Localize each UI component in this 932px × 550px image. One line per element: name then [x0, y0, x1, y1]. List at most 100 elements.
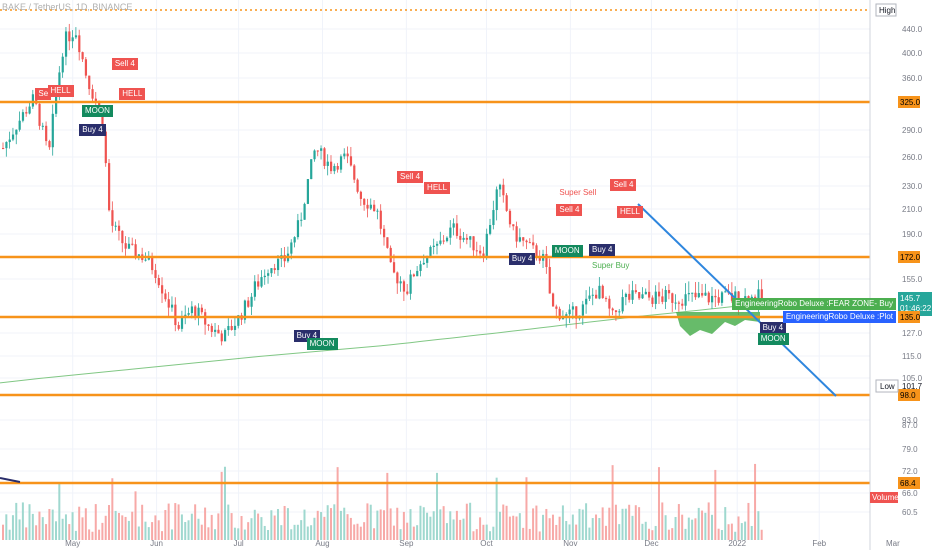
volume-bar: [624, 508, 627, 540]
candle-body: [568, 309, 571, 315]
candle-body: [710, 295, 714, 303]
volume-bar: [475, 529, 478, 540]
price-tick: 210.0: [902, 205, 923, 214]
candle-body: [260, 277, 263, 287]
candle-body: [170, 304, 174, 308]
volume-bar: [720, 530, 723, 540]
volume-bar: [217, 513, 220, 540]
candle-body: [459, 235, 462, 240]
volume-bar: [45, 524, 48, 540]
candle-body: [469, 236, 472, 240]
candle-body: [45, 125, 48, 142]
candle-body: [730, 293, 734, 301]
volume-bar: [369, 504, 372, 540]
candle-body: [604, 298, 608, 300]
volume-bar: [575, 524, 578, 540]
candle-body: [111, 210, 114, 226]
candle-body: [21, 112, 25, 121]
volume-bar: [604, 525, 607, 540]
candle-body: [485, 233, 488, 258]
candle-body: [343, 153, 346, 157]
volume-bar: [101, 522, 104, 540]
candle-body: [482, 253, 485, 258]
candle-body: [498, 184, 502, 190]
volume-bar: [151, 522, 154, 540]
volume-bar: [734, 531, 737, 540]
candle-body: [505, 195, 508, 211]
candle-body: [717, 297, 720, 303]
candle-body: [369, 204, 372, 209]
volume-bar: [402, 511, 405, 540]
candle-body: [124, 243, 127, 249]
candle-body: [386, 237, 389, 248]
signal-buy: Buy 4: [759, 321, 787, 334]
candle-body: [204, 312, 207, 325]
volume-bar: [717, 528, 720, 540]
candle-body: [349, 156, 353, 166]
candle-body: [555, 306, 558, 309]
time-tick: Mar: [886, 539, 900, 548]
volume-bar: [409, 509, 412, 540]
signal-super-sell: Super Sell: [559, 188, 597, 197]
candle-body: [631, 290, 634, 300]
volume-bar: [15, 502, 18, 540]
candle-body: [565, 314, 568, 318]
candle-body: [376, 210, 379, 212]
volume-bar: [561, 505, 564, 540]
candle-body: [250, 296, 253, 307]
price-tick: 87.0: [902, 421, 918, 430]
signal-sell: Sell 4: [397, 170, 424, 183]
candle-body: [495, 189, 498, 211]
volume-bar: [157, 520, 160, 540]
trendline-stub: [0, 477, 21, 483]
volume-bar: [303, 509, 306, 540]
candle-body: [91, 89, 94, 99]
candle-body: [61, 56, 64, 73]
volume-bar: [21, 502, 24, 540]
volume-bar: [455, 510, 458, 540]
candle-body: [429, 246, 432, 257]
last-price-tag: 145.7: [900, 294, 921, 303]
candle-body: [465, 237, 469, 240]
volume-bar: [204, 507, 207, 540]
candle-body: [81, 52, 84, 60]
price-tick: 400.0: [902, 49, 923, 58]
volume-bar: [479, 517, 482, 540]
time-tick: Nov: [563, 539, 577, 548]
candle-body: [293, 237, 296, 243]
volume-bar: [180, 514, 183, 540]
volume-bar: [35, 525, 38, 540]
time-tick: Jun: [150, 539, 163, 548]
volume-bar: [515, 516, 518, 540]
volume-bar: [542, 514, 545, 540]
candle-body: [346, 153, 349, 157]
candle-body: [84, 59, 88, 76]
volume-bar: [621, 508, 624, 540]
volume-bar: [293, 524, 296, 540]
candle-body: [174, 304, 177, 326]
volume-bar: [445, 523, 448, 540]
candle-body: [720, 292, 724, 303]
candle-body: [320, 148, 323, 151]
candle-body: [687, 293, 690, 295]
volume-bar: [230, 513, 233, 540]
candle-body: [595, 294, 598, 299]
candle-body: [164, 293, 167, 300]
volume-bar: [353, 524, 356, 540]
signal-buy: Buy 4: [79, 123, 106, 136]
volume-bar: [310, 525, 313, 540]
signal-sell: HELL: [616, 206, 643, 219]
volume-bar: [64, 514, 67, 540]
candle-body: [8, 139, 11, 143]
candle-body: [432, 245, 435, 247]
candle-body: [353, 165, 356, 180]
volume-bar: [267, 529, 270, 540]
candle-body: [462, 237, 465, 240]
candle-body: [230, 326, 233, 330]
candle-body: [389, 247, 392, 263]
volume-bar: [634, 505, 637, 540]
volume-bar: [432, 511, 435, 540]
volume-bar: [535, 505, 538, 540]
